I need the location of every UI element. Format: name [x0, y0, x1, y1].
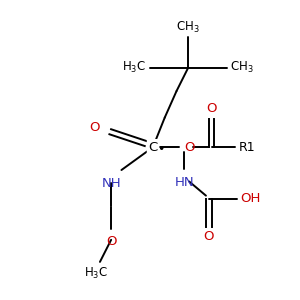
Text: •: •	[158, 143, 165, 156]
Text: CH$_3$: CH$_3$	[230, 60, 254, 75]
Text: O: O	[204, 230, 214, 243]
Text: O: O	[106, 235, 116, 248]
Text: O: O	[184, 141, 195, 154]
Text: H$_3$C: H$_3$C	[84, 266, 109, 280]
Text: O: O	[89, 121, 99, 134]
Text: CH$_3$: CH$_3$	[176, 20, 200, 34]
Text: R1: R1	[239, 141, 256, 154]
Text: C: C	[148, 141, 158, 154]
Text: OH: OH	[241, 192, 261, 205]
Text: NH: NH	[101, 177, 121, 190]
Text: O: O	[207, 102, 217, 115]
Text: H$_3$C: H$_3$C	[122, 60, 146, 75]
Text: HN: HN	[175, 176, 194, 189]
